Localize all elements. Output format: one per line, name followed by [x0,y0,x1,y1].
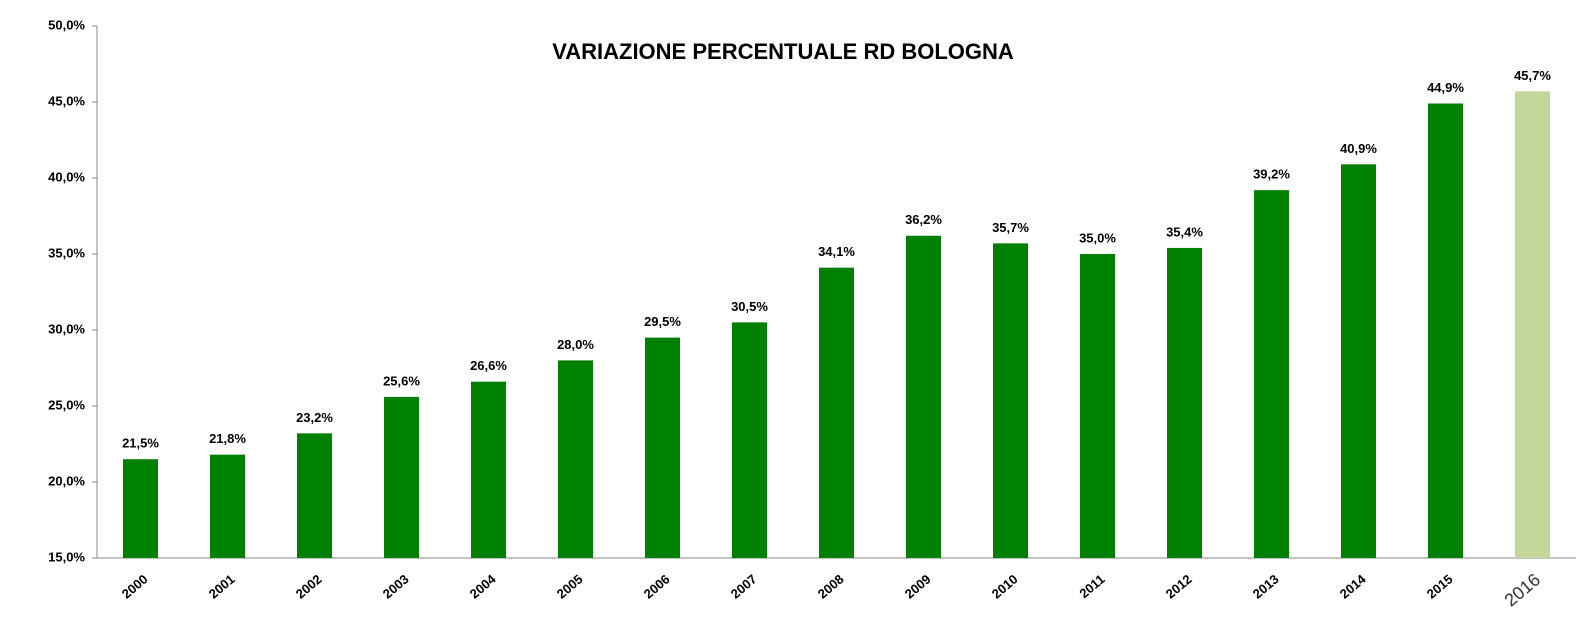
bar [384,396,419,558]
bar [1080,254,1115,558]
bar [1254,190,1289,558]
value-label: 25,6% [383,373,420,388]
x-tick-label: 2003 [380,571,412,601]
x-tick-label: 2006 [641,571,673,601]
value-label: 21,5% [122,436,159,451]
value-label: 28,0% [557,337,594,352]
bar [210,454,245,558]
y-tick-label: 30,0% [48,321,85,336]
bar [1341,164,1376,558]
value-label: 40,9% [1340,141,1377,156]
value-label: 26,6% [470,358,507,373]
x-tick-label: 2008 [815,571,847,601]
value-label: 35,7% [992,220,1029,235]
y-tick-label: 50,0% [48,17,85,32]
value-label: 21,8% [209,431,246,446]
x-tick-label: 2007 [728,571,760,601]
x-tick-label: 2009 [902,571,934,601]
bar [1167,247,1202,559]
bar [732,322,767,558]
x-tick-label: 2010 [989,571,1021,601]
bar [297,433,332,558]
bar [1515,91,1550,559]
value-label: 34,1% [818,244,855,259]
y-tick-label: 40,0% [48,169,85,184]
x-tick-label: 2004 [467,571,499,602]
x-tick-label: 2013 [1250,571,1282,601]
x-tick-label: 2015 [1424,571,1456,601]
x-tick-label: 2000 [119,571,151,601]
x-tick-label: 2012 [1163,571,1195,601]
x-tick-label: 2001 [206,571,238,601]
bar [819,267,854,558]
bar [645,337,680,558]
chart-title: VARIAZIONE PERCENTUALE RD BOLOGNA [552,39,1014,64]
bar [558,360,593,558]
bar [1428,103,1463,559]
value-label: 44,9% [1427,80,1464,95]
value-label: 30,5% [731,299,768,314]
bar [906,235,941,558]
bar [471,381,506,558]
bar [123,459,158,558]
x-tick-label: 2005 [554,571,586,601]
y-tick-label: 35,0% [48,245,85,260]
y-tick-label: 15,0% [48,549,85,564]
value-label: 29,5% [644,314,681,329]
x-tick-label: 2002 [293,571,325,601]
bar [993,243,1028,559]
value-label: 35,0% [1079,230,1116,245]
value-label: 36,2% [905,212,942,227]
value-label: 23,2% [296,410,333,425]
value-label: 45,7% [1514,68,1551,83]
x-tick-label: 2014 [1337,571,1369,602]
y-tick-label: 20,0% [48,473,85,488]
x-tick-label: 2011 [1076,571,1107,601]
value-label: 39,2% [1253,167,1290,182]
y-tick-label: 45,0% [48,93,85,108]
value-label: 35,4% [1166,224,1203,239]
x-tick-label: 2016 [1501,569,1545,610]
y-tick-label: 25,0% [48,397,85,412]
